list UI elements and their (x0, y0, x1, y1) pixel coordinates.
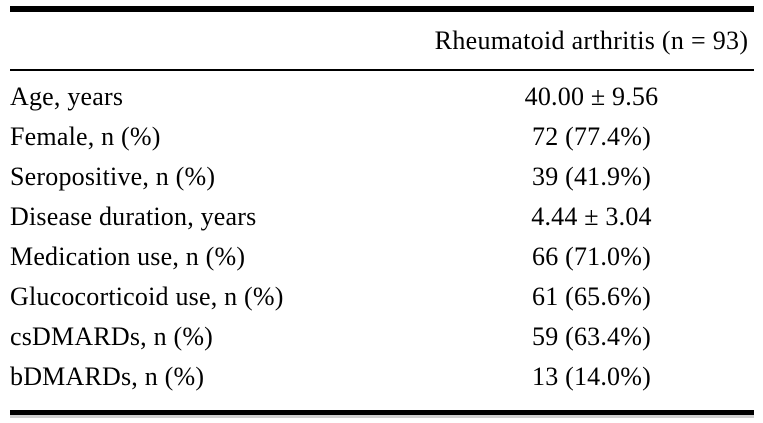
row-label: Medication use, n (%) (10, 242, 246, 271)
table-bottom-rule (10, 410, 754, 415)
row-value: 72 (77.4%) (532, 122, 651, 151)
table-row-medication-use: Medication use, n (%) 66 (71.0%) (10, 237, 754, 277)
row-label: Glucocorticoid use, n (%) (10, 282, 284, 311)
column-header-rheumatoid-arthritis: Rheumatoid arthritis (n = 93) (434, 25, 749, 55)
table-header-rule (10, 69, 754, 71)
row-value: 59 (63.4%) (532, 322, 651, 351)
row-label: Female, n (%) (10, 122, 161, 151)
table-row-disease-duration: Disease duration, years 4.44 ± 3.04 (10, 197, 754, 237)
row-value: 61 (65.6%) (532, 282, 651, 311)
row-label: bDMARDs, n (%) (10, 362, 205, 391)
table-row-bdmards: bDMARDs, n (%) 13 (14.0%) (10, 357, 754, 397)
table-row-age: Age, years 40.00 ± 9.56 (10, 77, 754, 117)
table-row-csdmards: csDMARDs, n (%) 59 (63.4%) (10, 317, 754, 357)
row-value: 39 (41.9%) (532, 162, 651, 191)
row-label: csDMARDs, n (%) (10, 322, 214, 351)
row-value: 40.00 ± 9.56 (524, 82, 659, 111)
table-top-rule (10, 6, 754, 12)
table-row-female: Female, n (%) 72 (77.4%) (10, 117, 754, 157)
table-row-seropositive: Seropositive, n (%) 39 (41.9%) (10, 157, 754, 197)
table-row-glucocorticoid-use: Glucocorticoid use, n (%) 61 (65.6%) (10, 277, 754, 317)
table-header-row: Rheumatoid arthritis (n = 93) (10, 12, 754, 69)
row-label: Disease duration, years (10, 202, 257, 231)
row-value: 13 (14.0%) (532, 362, 651, 391)
row-label: Seropositive, n (%) (10, 162, 216, 191)
row-value: 4.44 ± 3.04 (531, 202, 652, 231)
row-label: Age, years (10, 82, 124, 111)
row-value: 66 (71.0%) (532, 242, 651, 271)
table-body: Age, years 40.00 ± 9.56 Female, n (%) 72… (10, 71, 754, 410)
